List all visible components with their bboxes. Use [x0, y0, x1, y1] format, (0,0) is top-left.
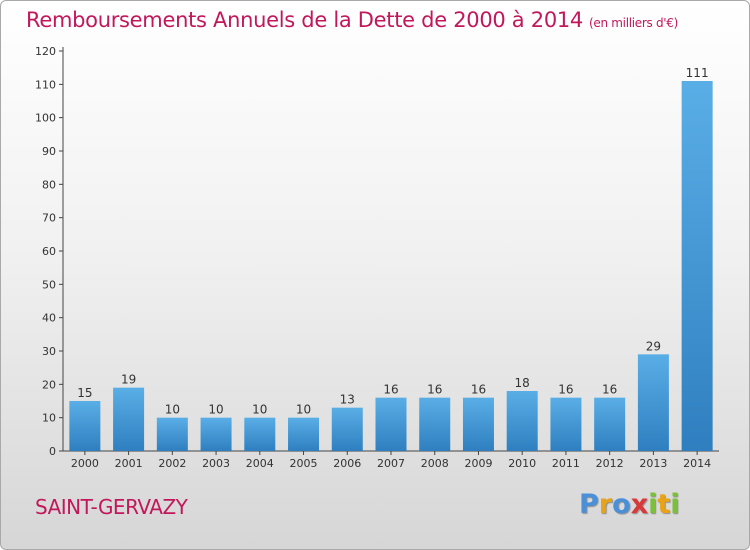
data-label: 16	[383, 383, 398, 397]
y-tick-label: 10	[42, 412, 56, 425]
bar	[113, 387, 145, 451]
logo-letter: i	[648, 489, 658, 520]
chart-title-block: Remboursements Annuels de la Dette de 20…	[26, 8, 678, 32]
chart-title: Remboursements Annuels de la Dette de 20…	[26, 8, 583, 32]
data-label: 16	[471, 383, 486, 397]
proxiti-logo: Proxiti	[579, 489, 680, 520]
x-tick-label: 2011	[552, 457, 580, 470]
logo-letter: x	[630, 489, 649, 520]
y-tick-label: 40	[42, 312, 56, 325]
bar	[156, 417, 188, 451]
logo-letter: P	[579, 489, 599, 520]
data-label: 19	[121, 373, 136, 387]
bar	[506, 391, 538, 451]
y-tick-label: 80	[42, 178, 56, 191]
logo-letter: i	[670, 489, 680, 520]
city-name: SAINT-GERVAZY	[35, 495, 188, 519]
x-tick-label: 2014	[683, 457, 711, 470]
bar	[550, 397, 582, 451]
x-tick-label: 2006	[333, 457, 361, 470]
data-label: 13	[340, 393, 355, 407]
chart-subtitle: (en milliers d'€)	[589, 16, 679, 30]
bar	[69, 401, 101, 451]
data-label: 16	[602, 383, 617, 397]
bar	[200, 417, 232, 451]
bar	[681, 81, 713, 451]
x-tick-label: 2008	[421, 457, 449, 470]
x-tick-label: 2001	[115, 457, 143, 470]
y-tick-label: 30	[42, 345, 56, 358]
bar	[331, 407, 363, 451]
logo-letter: r	[598, 489, 613, 520]
x-tick-label: 2000	[71, 457, 99, 470]
x-tick-label: 2007	[377, 457, 405, 470]
logo-letter: o	[612, 489, 631, 520]
x-tick-label: 2010	[508, 457, 536, 470]
bar	[375, 397, 407, 451]
bar	[419, 397, 451, 451]
x-tick-label: 2005	[290, 457, 318, 470]
y-tick-label: 120	[35, 45, 56, 58]
x-tick-label: 2013	[639, 457, 667, 470]
data-label: 15	[77, 386, 92, 400]
logo-letter: t	[657, 489, 671, 520]
bar	[594, 397, 626, 451]
data-label: 10	[252, 403, 267, 417]
data-label: 16	[558, 383, 573, 397]
x-tick-label: 2002	[158, 457, 186, 470]
x-tick-label: 2004	[246, 457, 274, 470]
data-label: 16	[427, 383, 442, 397]
bar	[288, 417, 320, 451]
bar	[244, 417, 276, 451]
data-label: 111	[686, 66, 709, 80]
y-tick-label: 100	[35, 112, 56, 125]
x-tick-label: 2009	[464, 457, 492, 470]
y-tick-label: 60	[42, 245, 56, 258]
data-label: 10	[296, 403, 311, 417]
data-label: 10	[165, 403, 180, 417]
y-tick-label: 0	[49, 445, 56, 458]
y-tick-label: 70	[42, 212, 56, 225]
y-tick-label: 50	[42, 278, 56, 291]
y-tick-label: 110	[35, 78, 56, 91]
data-label: 29	[646, 339, 661, 353]
data-label: 10	[208, 403, 223, 417]
data-label: 18	[515, 376, 530, 390]
y-tick-label: 90	[42, 145, 56, 158]
bar	[637, 354, 669, 451]
bar	[462, 397, 494, 451]
y-tick-label: 20	[42, 378, 56, 391]
x-tick-label: 2012	[596, 457, 624, 470]
x-tick-label: 2003	[202, 457, 230, 470]
